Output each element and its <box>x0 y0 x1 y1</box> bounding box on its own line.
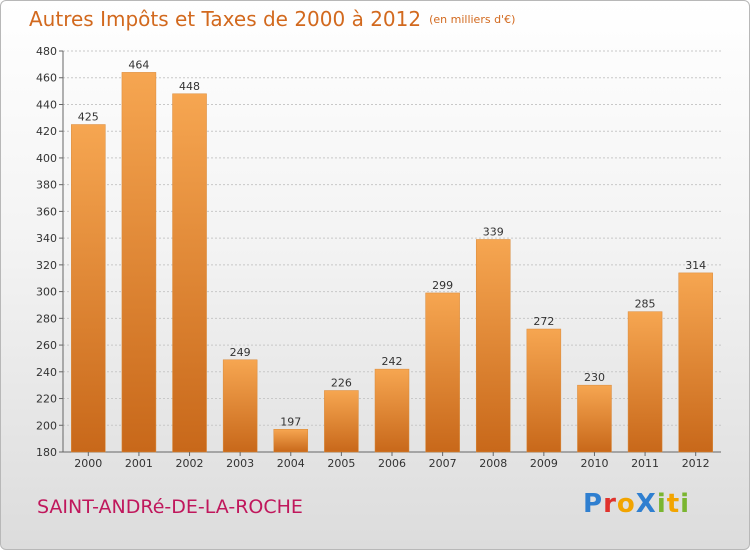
logo-letter: r <box>603 489 617 519</box>
bar <box>324 390 359 453</box>
chart-subtitle: (en milliers d'€) <box>429 13 516 26</box>
data-label: 425 <box>78 111 99 124</box>
data-label: 314 <box>685 259 706 272</box>
bar <box>678 272 713 453</box>
y-tick-label: 380 <box>36 179 57 192</box>
x-tick-label: 2009 <box>530 457 558 470</box>
x-tick-label: 2007 <box>429 457 457 470</box>
y-tick-label: 340 <box>36 232 57 245</box>
logo-letter: P <box>583 489 604 519</box>
bar <box>627 311 663 453</box>
bar <box>425 292 460 453</box>
data-label: 272 <box>533 315 554 328</box>
data-label: 197 <box>280 415 301 428</box>
logo-letter: t <box>666 489 681 519</box>
x-tick-label: 2008 <box>479 457 507 470</box>
x-tick-label: 2005 <box>327 457 355 470</box>
y-tick-label: 200 <box>36 419 57 432</box>
data-label: 249 <box>230 346 251 359</box>
logo-letter: X <box>635 489 657 519</box>
y-tick-label: 320 <box>36 259 57 272</box>
bar <box>222 359 258 453</box>
y-tick-label: 360 <box>36 205 57 218</box>
logo-letter: i <box>656 489 667 519</box>
proxiti-logo: ProXiti <box>583 489 690 519</box>
x-tick-label: 2012 <box>682 457 710 470</box>
x-tick-label: 2002 <box>176 457 204 470</box>
place-name: SAINT-ANDRé-DE-LA-ROCHE <box>37 496 303 518</box>
logo-letter: o <box>616 489 636 519</box>
bar <box>577 384 612 453</box>
logo-letter: i <box>680 489 691 519</box>
data-label: 299 <box>432 279 453 292</box>
y-tick-label: 280 <box>36 312 57 325</box>
data-label: 285 <box>635 298 656 311</box>
x-tick-label: 2006 <box>378 457 406 470</box>
bar <box>526 328 562 453</box>
bar <box>71 124 106 453</box>
data-label: 230 <box>584 371 605 384</box>
x-tick-label: 2011 <box>631 457 659 470</box>
data-label: 339 <box>483 225 504 238</box>
x-tick-label: 2003 <box>226 457 254 470</box>
y-tick-label: 480 <box>36 45 57 58</box>
y-tick-label: 440 <box>36 98 57 111</box>
chart-title: Autres Impôts et Taxes de 2000 à 2012 (en… <box>29 7 515 31</box>
bar <box>121 72 157 453</box>
x-tick-label: 2010 <box>580 457 608 470</box>
y-tick-label: 400 <box>36 152 57 165</box>
data-label: 464 <box>128 58 149 71</box>
y-tick-label: 220 <box>36 393 57 406</box>
x-tick-label: 2004 <box>277 457 305 470</box>
data-label: 242 <box>382 355 403 368</box>
data-label: 226 <box>331 377 352 390</box>
bar <box>273 429 309 453</box>
y-tick-label: 300 <box>36 286 57 299</box>
y-tick-label: 460 <box>36 72 57 85</box>
bar <box>374 368 410 453</box>
y-tick-label: 420 <box>36 125 57 138</box>
bar <box>475 239 511 453</box>
chart-title-text: Autres Impôts et Taxes de 2000 à 2012 <box>29 7 422 31</box>
x-tick-label: 2001 <box>125 457 153 470</box>
y-tick-label: 240 <box>36 366 57 379</box>
y-tick-label: 180 <box>36 446 57 459</box>
bar <box>172 93 207 453</box>
y-tick-label: 260 <box>36 339 57 352</box>
x-tick-label: 2000 <box>74 457 102 470</box>
data-label: 448 <box>179 80 200 93</box>
